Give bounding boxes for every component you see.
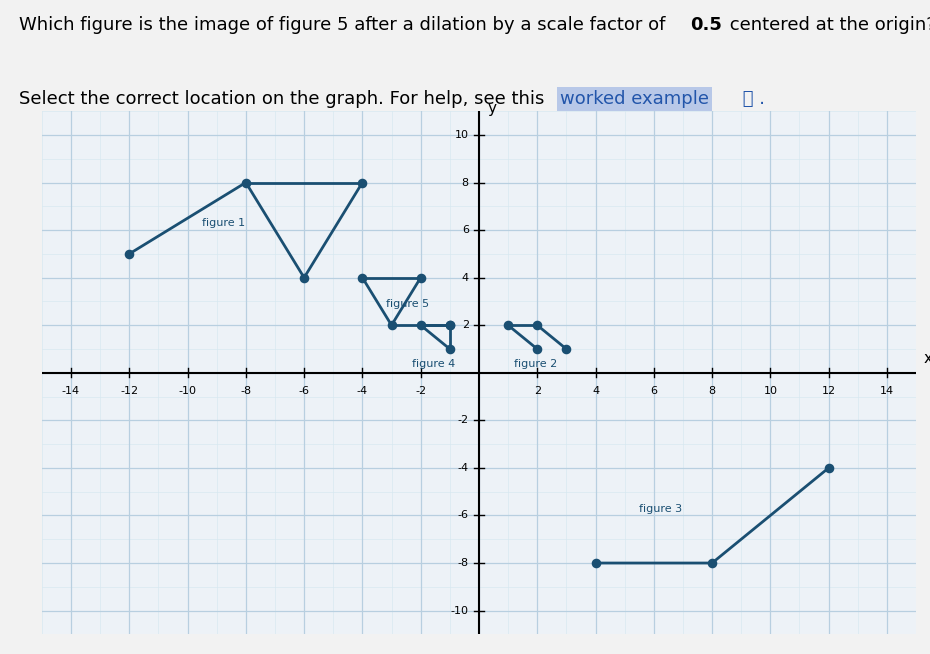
Text: 10: 10: [455, 130, 469, 140]
Text: figure 1: figure 1: [202, 218, 246, 228]
Point: [821, 462, 836, 473]
Text: -12: -12: [120, 386, 139, 396]
Point: [588, 558, 603, 568]
Text: -14: -14: [62, 386, 80, 396]
Text: x: x: [923, 351, 930, 366]
Point: [559, 344, 574, 354]
Text: 14: 14: [880, 386, 894, 396]
Point: [705, 558, 720, 568]
Text: 2: 2: [534, 386, 540, 396]
Point: [238, 177, 253, 188]
Text: ⓔ .: ⓔ .: [737, 90, 764, 108]
Point: [530, 320, 545, 330]
Text: -10: -10: [451, 606, 469, 615]
Point: [355, 273, 370, 283]
Point: [413, 273, 428, 283]
Text: figure 4: figure 4: [412, 358, 455, 368]
Text: -6: -6: [458, 511, 469, 521]
Point: [530, 344, 545, 354]
Text: 8: 8: [709, 386, 715, 396]
Point: [413, 320, 428, 330]
Text: Which figure is the image of figure 5 after a dilation by a scale factor of: Which figure is the image of figure 5 af…: [19, 16, 671, 35]
Text: y: y: [487, 101, 497, 116]
Text: 6: 6: [462, 225, 469, 235]
Point: [443, 320, 458, 330]
Text: 8: 8: [461, 177, 469, 188]
Text: -2: -2: [415, 386, 426, 396]
Text: Select the correct location on the graph. For help, see this: Select the correct location on the graph…: [19, 90, 550, 108]
Text: figure 2: figure 2: [514, 358, 557, 368]
Text: -8: -8: [458, 558, 469, 568]
Text: -10: -10: [179, 386, 196, 396]
Text: 6: 6: [650, 386, 658, 396]
Point: [500, 320, 515, 330]
Text: 4: 4: [461, 273, 469, 283]
Text: centered at the origin?: centered at the origin?: [724, 16, 930, 35]
Text: worked example: worked example: [560, 90, 709, 108]
Text: -4: -4: [357, 386, 368, 396]
Text: figure 5: figure 5: [386, 299, 429, 309]
Point: [443, 344, 458, 354]
Text: -4: -4: [458, 463, 469, 473]
Point: [355, 177, 370, 188]
Point: [443, 320, 458, 330]
Point: [297, 273, 312, 283]
Text: figure 3: figure 3: [639, 504, 683, 513]
Point: [384, 320, 399, 330]
Text: 0.5: 0.5: [691, 16, 723, 35]
Text: 12: 12: [821, 386, 836, 396]
Text: -2: -2: [458, 415, 469, 425]
Text: -8: -8: [240, 386, 251, 396]
Text: -6: -6: [299, 386, 310, 396]
Text: 10: 10: [764, 386, 777, 396]
Text: 4: 4: [592, 386, 599, 396]
Text: 2: 2: [461, 320, 469, 330]
Point: [122, 249, 137, 259]
